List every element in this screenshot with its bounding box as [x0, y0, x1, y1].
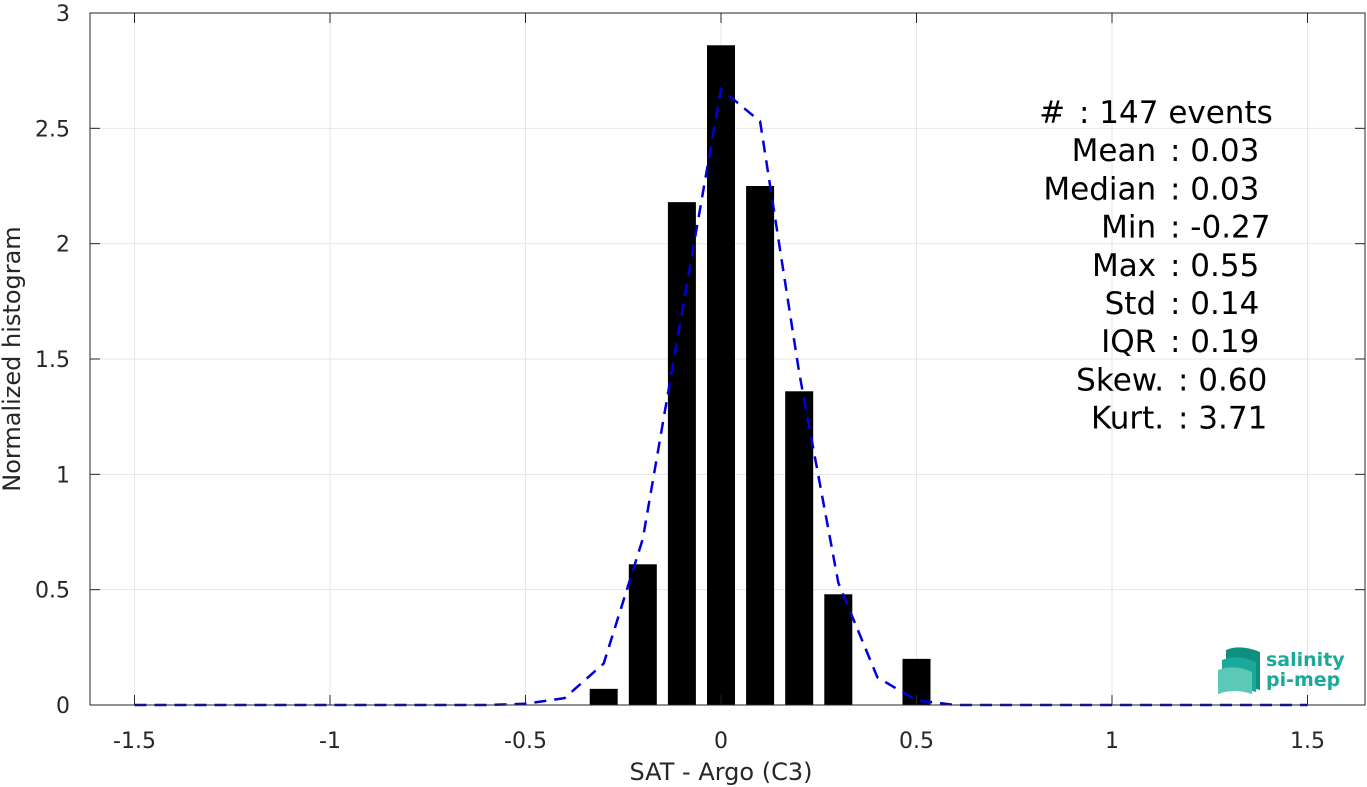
stat-value: : -0.27	[1170, 210, 1271, 246]
stat-line: Mean : 0.03	[1072, 133, 1260, 169]
logo-line2: pi-mep	[1266, 669, 1340, 691]
y-tick-label: 1	[56, 463, 70, 488]
stat-value: : 0.19	[1170, 324, 1259, 360]
y-tick-labels: 0 0.5 1 1.5 2 2.5 3	[35, 2, 70, 719]
x-tick-label: -1	[319, 729, 341, 754]
salinity-pi-mep-logo: salinity pi-mep	[1218, 647, 1345, 694]
stat-line: Skew. : 0.60	[1076, 362, 1267, 398]
y-tick-label: 0	[56, 694, 70, 719]
logo-waves-icon	[1218, 647, 1260, 694]
histogram-bar	[628, 564, 657, 705]
stat-line: Max : 0.55	[1092, 248, 1259, 284]
y-tick-label: 2	[56, 233, 70, 258]
y-tick-label: 0.5	[35, 579, 70, 604]
x-axis-label: SAT - Argo (C3)	[630, 758, 813, 786]
x-tick-label: -0.5	[504, 729, 547, 754]
y-axis-label: Normalized histogram	[0, 226, 26, 491]
histogram-bar	[824, 594, 853, 705]
x-tick-label: -1.5	[113, 729, 156, 754]
y-tick-label: 2.5	[35, 117, 70, 142]
stat-value: : 0.14	[1170, 286, 1259, 322]
histogram-bar	[667, 202, 696, 705]
stat-value: : 0.03	[1170, 133, 1259, 169]
x-tick-label: 1	[1105, 729, 1119, 754]
stat-line: Min : -0.27	[1101, 210, 1270, 246]
stat-value: : 0.55	[1170, 248, 1259, 284]
stat-line: IQR : 0.19	[1101, 324, 1259, 360]
stat-label: Skew.	[1076, 362, 1174, 398]
x-tick-labels: -1.5 -1 -0.5 0 0.5 1 1.5	[113, 729, 1325, 754]
x-tick-label: 0.5	[899, 729, 934, 754]
stat-value: : 3.71	[1178, 401, 1267, 437]
stat-line: Median : 0.03	[1043, 171, 1259, 207]
fit-line	[134, 86, 1308, 707]
histogram-bar	[589, 688, 618, 705]
histogram-bar	[707, 45, 735, 705]
y-tick-label: 1.5	[35, 348, 70, 373]
stat-label: Median	[1043, 171, 1166, 207]
bars	[589, 45, 931, 705]
logo-line1: salinity	[1266, 649, 1345, 671]
stat-value: : 147 events	[1079, 95, 1273, 131]
histogram-bar	[785, 391, 814, 705]
stat-label: Max	[1092, 248, 1166, 284]
histogram-bar	[746, 186, 775, 705]
y-tick-label: 3	[56, 2, 70, 27]
stat-value: : 0.60	[1178, 362, 1267, 398]
stat-label: Std	[1105, 286, 1166, 322]
stat-line: # : 147 events	[1039, 95, 1273, 131]
axis-ticks	[90, 12, 1365, 706]
stat-label: Min	[1101, 210, 1166, 246]
stat-line: Kurt. : 3.71	[1091, 401, 1267, 437]
stat-label: Kurt.	[1091, 401, 1174, 437]
x-tick-label: 1.5	[1290, 729, 1325, 754]
stat-line: Std : 0.14	[1105, 286, 1260, 322]
stat-value: : 0.03	[1170, 171, 1259, 207]
stat-label: Mean	[1072, 133, 1166, 169]
stat-label: #	[1039, 95, 1075, 131]
x-tick-label: 0	[714, 729, 728, 754]
stat-label: IQR	[1101, 324, 1166, 360]
